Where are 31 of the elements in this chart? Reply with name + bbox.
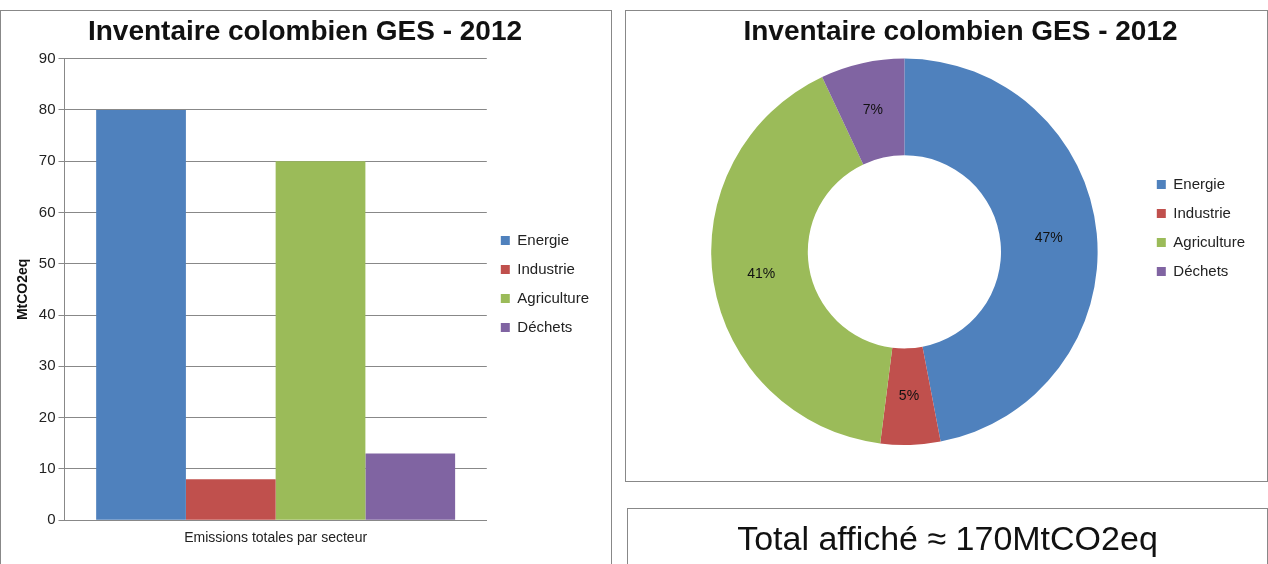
y-tick-label: 40 <box>38 305 56 323</box>
y-axis-title: MtCO2eq <box>14 258 31 321</box>
y-tick-label: 60 <box>38 202 56 220</box>
y-tick-label: 0 <box>47 510 56 528</box>
y-tick-label: 20 <box>38 407 56 425</box>
chart-title: Inventaire colombien GES - 2012 <box>743 14 1178 46</box>
legend-label: Déchets <box>1173 261 1229 279</box>
bar <box>185 479 276 520</box>
legend-label: Energie <box>517 230 570 248</box>
bar <box>275 161 366 520</box>
legend-label: Agriculture <box>517 288 590 306</box>
bar <box>365 453 456 520</box>
legend-label: Agriculture <box>1173 232 1246 250</box>
y-tick-label: 90 <box>38 48 56 66</box>
legend-label: Industrie <box>1173 203 1231 221</box>
legend-label: Industrie <box>517 259 575 277</box>
y-tick-label: 80 <box>38 100 56 118</box>
data-label: 7% <box>862 101 883 118</box>
data-label: 41% <box>747 265 776 282</box>
y-tick-label: 30 <box>38 356 56 374</box>
text: Total affiché ≈ 170MtCO2eq <box>736 518 1159 558</box>
chart-title: Inventaire colombien GES - 2012 <box>87 14 523 46</box>
y-tick-label: 70 <box>38 151 56 169</box>
legend-label: Déchets <box>517 317 573 335</box>
x-tick-label: Emissions totales par secteur <box>184 529 368 546</box>
data-label: 5% <box>898 387 920 404</box>
data-label: 47% <box>1034 229 1063 246</box>
legend-label: Energie <box>1173 174 1226 192</box>
bar <box>96 109 186 520</box>
y-tick-label: 50 <box>38 253 56 271</box>
y-tick-label: 10 <box>38 459 56 477</box>
